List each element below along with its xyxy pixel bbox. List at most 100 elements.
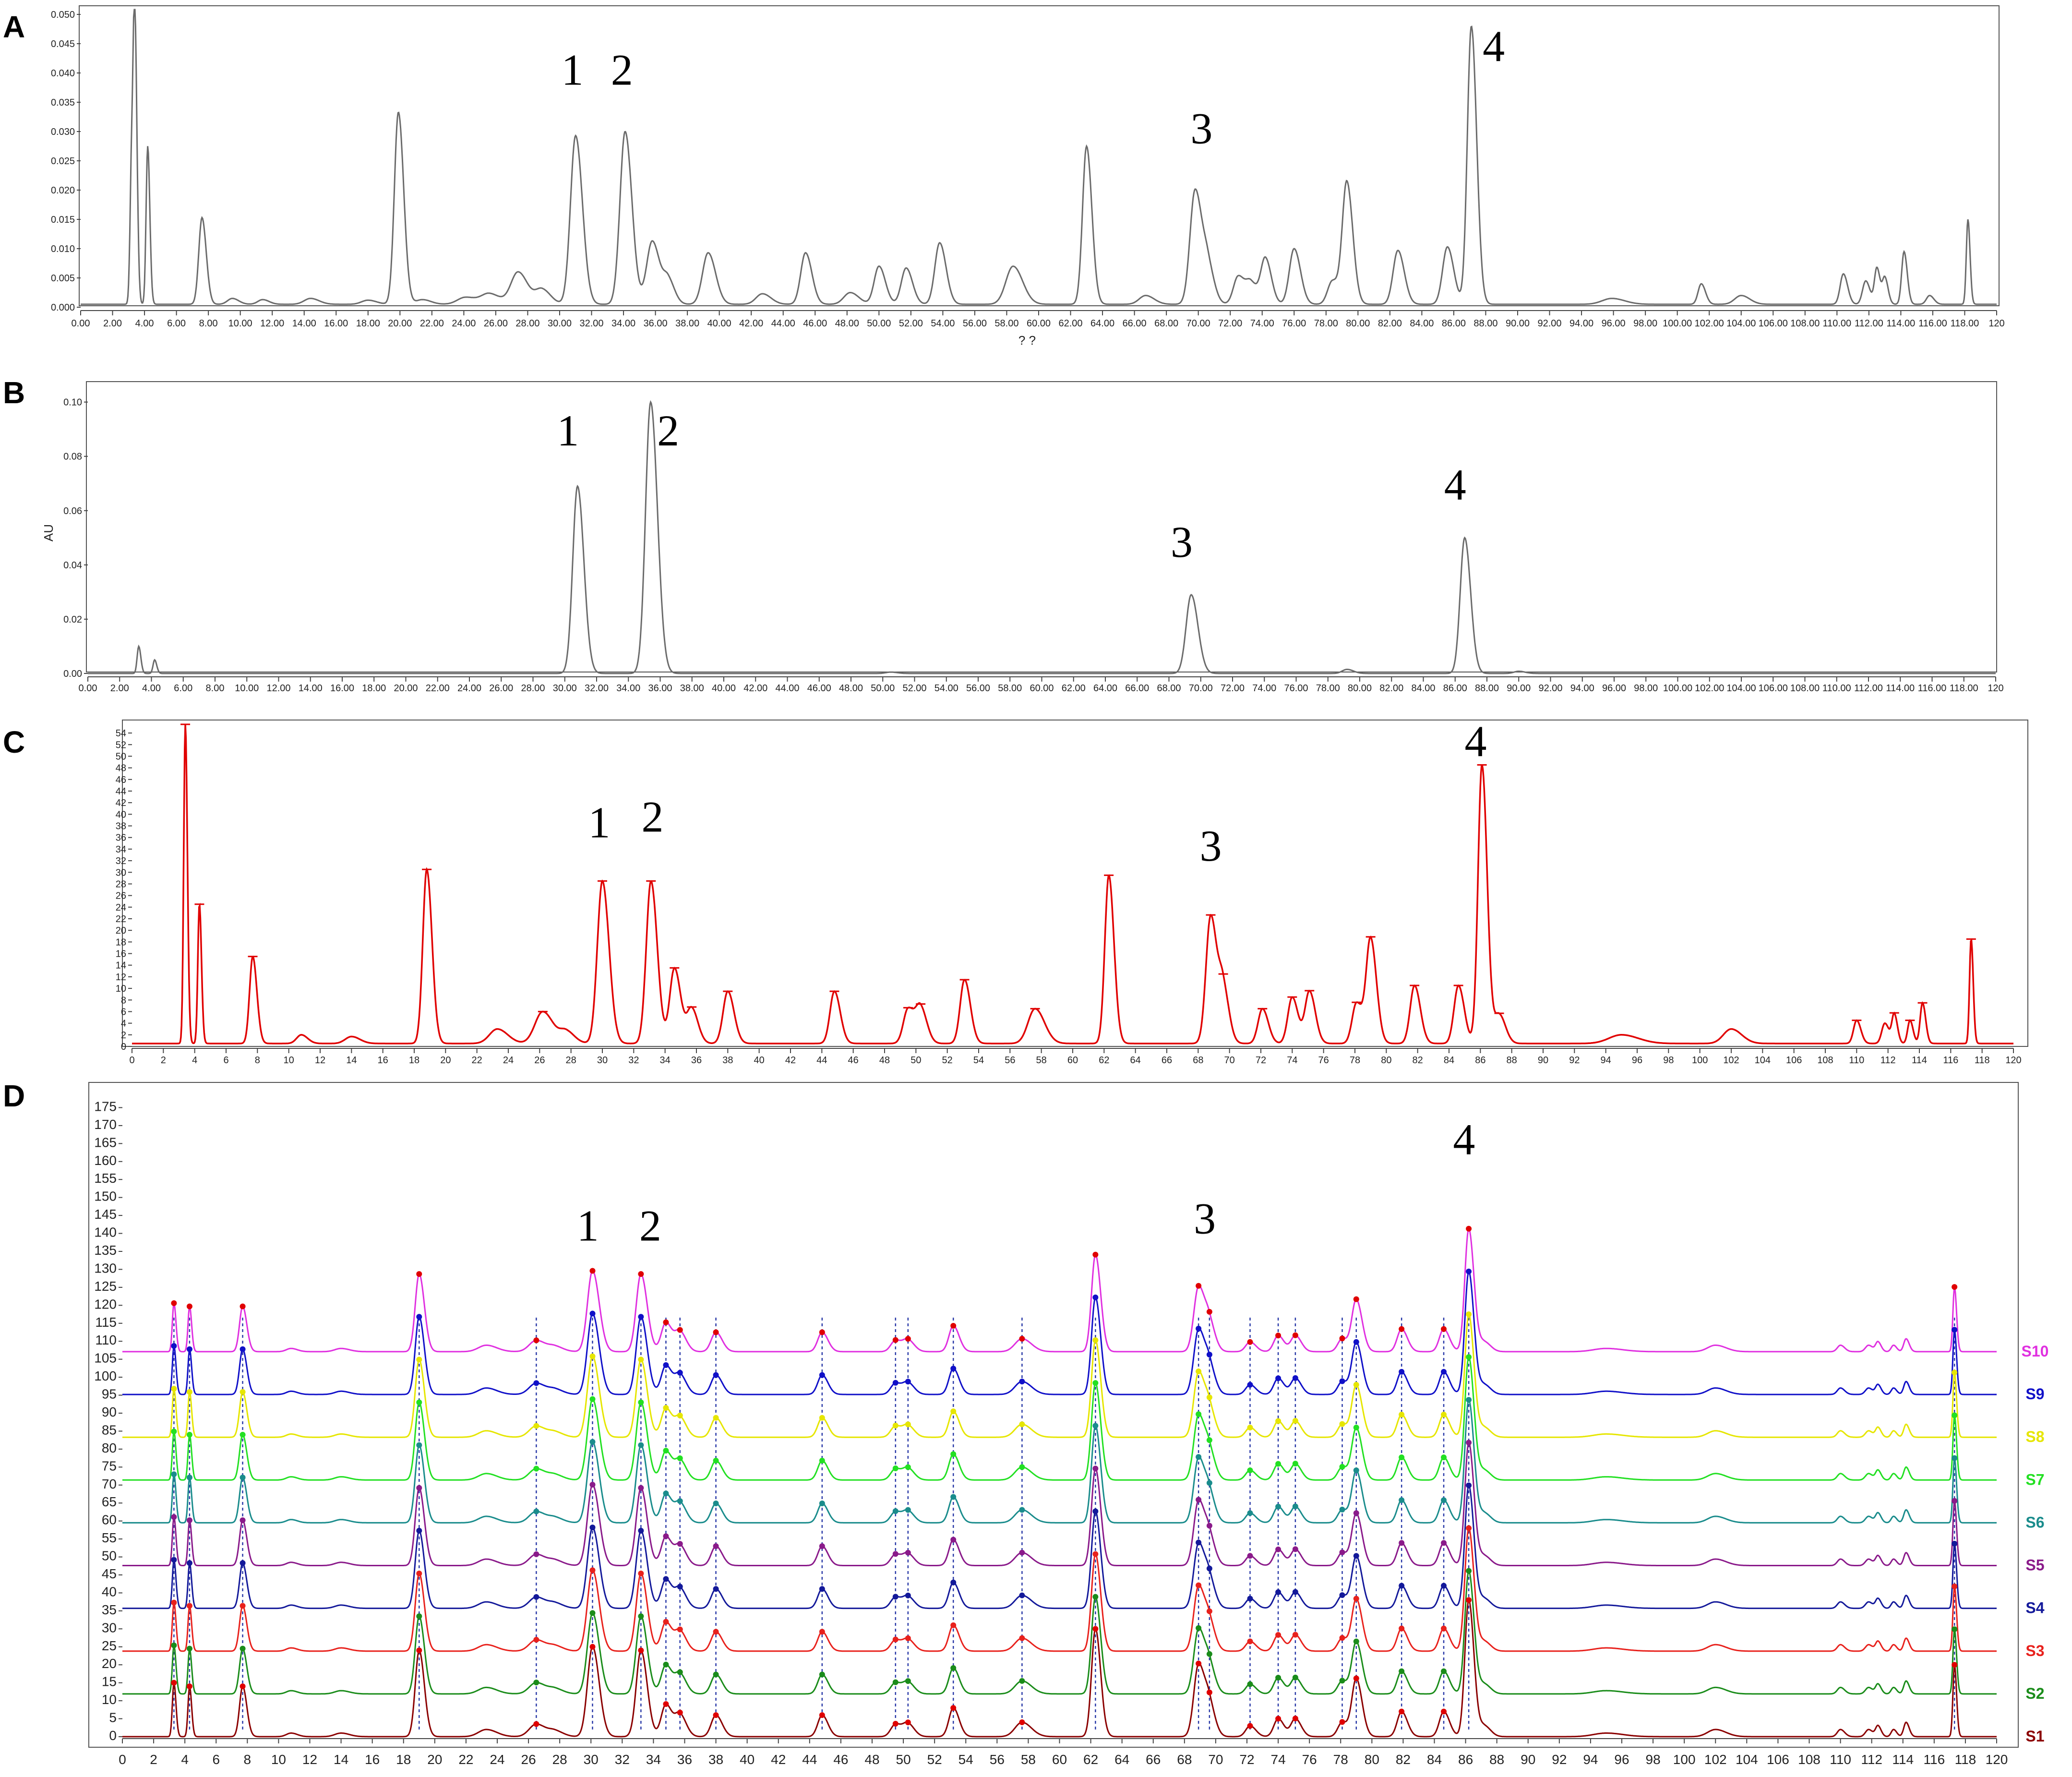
peak-marker — [1247, 1467, 1253, 1474]
x-tick-label: 78 — [1333, 1752, 1348, 1767]
peak-marker — [240, 1517, 246, 1524]
peak-marker — [1196, 1411, 1202, 1417]
peak-marker — [905, 1336, 911, 1342]
y-tick-label: 18 — [116, 937, 126, 948]
peak-marker — [1466, 1482, 1472, 1489]
x-tick-label: 116 — [1943, 1055, 1958, 1066]
peak-marker — [950, 1494, 957, 1500]
x-tick-label: 2 — [150, 1752, 157, 1767]
x-tick-label: 64.00 — [1090, 318, 1114, 329]
panel-d-chromatogram: D 0 2 4 6 8 10 12 14 16 18 20 22 24 26 28 30 32 34 36 38 40 4… — [3, 1079, 2048, 1767]
x-tick-label: 64 — [1130, 1055, 1141, 1066]
x-tick-label: 48.00 — [835, 318, 859, 329]
x-tick-label: 70 — [1224, 1055, 1235, 1066]
y-tick-label: 26 — [116, 891, 126, 901]
x-tick-label: 90 — [1521, 1752, 1535, 1767]
x-tick-label: 18 — [409, 1055, 419, 1066]
x-tick-label: 50 — [896, 1752, 911, 1767]
peak-number-label: 1 — [557, 406, 579, 455]
y-tick-label: 5 — [109, 1710, 117, 1725]
peak-marker — [533, 1637, 539, 1643]
x-tick-label: 40.00 — [712, 683, 736, 694]
legend-label-s3: S3 — [2025, 1642, 2044, 1659]
x-tick-label: 34.00 — [611, 318, 635, 329]
peak-marker — [1206, 1689, 1212, 1695]
x-tick-label: 36.00 — [648, 683, 672, 694]
y-tick-label: 55 — [102, 1530, 117, 1545]
series-trace-s4 — [122, 1484, 1997, 1609]
peak-marker — [950, 1705, 957, 1711]
x-tick-label: 14.00 — [299, 683, 323, 694]
peak-marker — [1019, 1464, 1025, 1470]
x-tick-label: 70.00 — [1189, 683, 1213, 694]
x-tick-label: 72.00 — [1221, 683, 1245, 694]
y-tick-label: 150 — [94, 1189, 117, 1204]
peak-marker — [663, 1405, 669, 1411]
peak-marker — [1399, 1583, 1405, 1589]
peak-marker — [1092, 1551, 1099, 1557]
peak-marker — [1339, 1592, 1345, 1598]
x-tick-label: 48 — [864, 1752, 879, 1767]
y-tick-label: 30 — [102, 1620, 117, 1635]
x-tick-label: 60.00 — [1030, 683, 1054, 694]
peak-marker — [1275, 1546, 1282, 1552]
peak-marker — [1339, 1464, 1345, 1470]
panel-label-c: C — [3, 725, 25, 759]
x-tick-label: 110 — [1849, 1055, 1864, 1066]
y-tick-label: 155 — [94, 1171, 117, 1186]
peak-number-label: 4 — [1483, 22, 1505, 71]
peak-marker — [589, 1439, 596, 1445]
peak-marker — [663, 1490, 669, 1497]
peak-marker — [186, 1475, 192, 1481]
x-tick-label: 52 — [942, 1055, 953, 1066]
y-tick-label: 85 — [102, 1422, 117, 1437]
y-tick-label: 0 — [109, 1728, 117, 1743]
x-tick-label: 100 — [1673, 1752, 1696, 1767]
x-tick-label: 72 — [1256, 1055, 1266, 1066]
panel-b-trace — [88, 400, 1996, 674]
x-tick-label: 18.00 — [362, 683, 386, 694]
x-tick-label: 26.00 — [484, 318, 508, 329]
panel-a-y-axis: 0.000 0.005 0.010 0.015 0.020 0.025 0.030 0.035… — [51, 10, 81, 313]
x-tick-label: 68 — [1177, 1752, 1192, 1767]
panel-label-b: B — [3, 375, 25, 410]
peak-marker — [1275, 1375, 1282, 1381]
peak-marker — [240, 1560, 246, 1566]
x-tick-label: 62.00 — [1059, 318, 1083, 329]
peak-marker — [1353, 1296, 1359, 1302]
peak-marker — [171, 1471, 177, 1477]
x-tick-label: 114 — [1912, 1055, 1927, 1066]
peak-marker — [1292, 1674, 1298, 1681]
peak-marker — [1399, 1411, 1405, 1417]
x-tick-label: 42.00 — [743, 683, 767, 694]
series-trace-s2 — [122, 1569, 1997, 1695]
peak-marker — [1292, 1503, 1298, 1510]
peak-marker — [1206, 1608, 1212, 1614]
x-tick-label: 6 — [212, 1752, 220, 1767]
x-tick-label: 48.00 — [839, 683, 863, 694]
peak-marker — [1466, 1597, 1472, 1603]
peak-marker — [416, 1357, 422, 1363]
peak-marker — [1275, 1675, 1282, 1681]
peak-marker — [819, 1543, 825, 1549]
x-tick-label: 102.00 — [1695, 318, 1724, 329]
x-tick-label: 118 — [1975, 1055, 1990, 1066]
peak-marker — [905, 1549, 911, 1556]
x-tick-label: 58.00 — [994, 318, 1018, 329]
peak-marker — [1952, 1498, 1958, 1504]
peak-marker — [589, 1482, 596, 1488]
x-tick-label: 96 — [1632, 1055, 1642, 1066]
x-tick-label: 28.00 — [521, 683, 545, 694]
x-tick-label: 36 — [691, 1055, 702, 1066]
x-tick-label: 12 — [302, 1752, 317, 1767]
peak-marker — [1196, 1283, 1202, 1289]
x-tick-label: 4.00 — [142, 683, 161, 694]
x-tick-label: 76.00 — [1282, 318, 1306, 329]
peak-marker — [1952, 1284, 1958, 1290]
y-tick-label: 35 — [102, 1602, 117, 1617]
peak-marker — [1247, 1510, 1253, 1516]
x-tick-label: 66 — [1162, 1055, 1172, 1066]
y-tick-label: 0.00 — [63, 669, 82, 679]
peak-marker — [1196, 1539, 1202, 1546]
peak-marker — [905, 1507, 911, 1513]
